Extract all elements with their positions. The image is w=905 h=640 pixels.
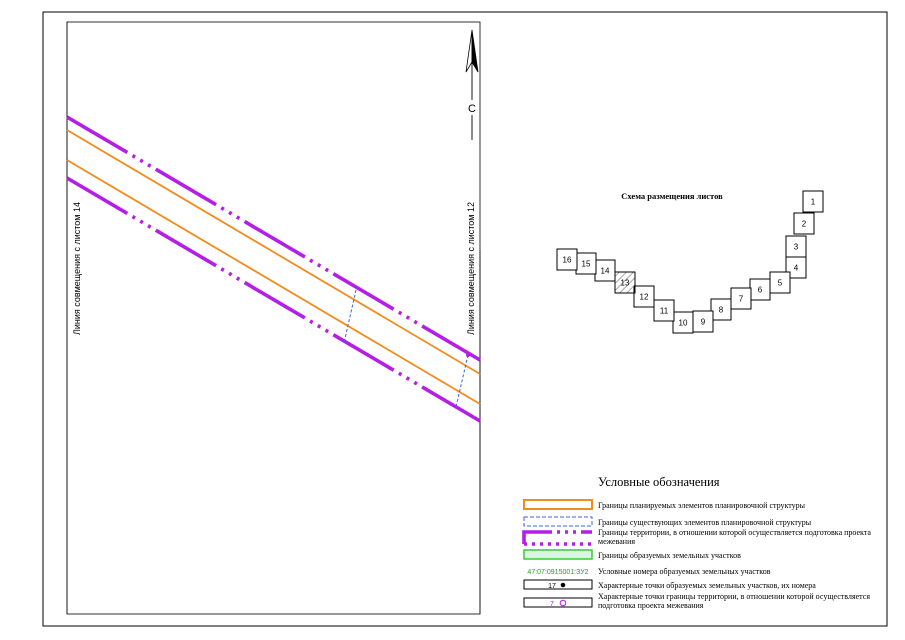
map-area: С Линия совмещения с листом 14 Линия сов… — [66, 21, 481, 615]
existing-boundary-line-2 — [455, 354, 469, 408]
legend-sample-territory-point-number: 7 — [550, 601, 554, 608]
sheet-label-3: 3 — [794, 243, 799, 252]
sheet-label-6: 6 — [758, 286, 763, 295]
legend-item-parcel-number: Условные номера образуемых земельных уча… — [598, 567, 771, 576]
sheet-frame — [42, 11, 888, 627]
legend-swatch-existing — [523, 516, 593, 527]
parcel-point-icon — [560, 582, 566, 588]
sheet-label-16: 16 — [563, 256, 572, 265]
sheet-label-11: 11 — [660, 307, 669, 316]
legend-item-existing: Границы существующих элементов планирово… — [598, 518, 812, 527]
sheet-label-2: 2 — [802, 220, 807, 229]
sheet-label-1: 1 — [811, 198, 816, 207]
sheet-box-1 — [802, 190, 824, 213]
sheet-box-13 — [614, 271, 636, 294]
sheet-layout-scheme: Схема размещения листов 1234567891011121… — [556, 190, 824, 334]
sheet-label-9: 9 — [701, 318, 706, 327]
sheet-label-4: 4 — [794, 264, 799, 273]
sheet-box-11 — [653, 299, 675, 322]
legend-swatch-parcel — [523, 549, 593, 560]
legend-item-planned: Границы планируемых элементов планировоч… — [598, 501, 806, 510]
sheet-label-15: 15 — [582, 260, 591, 269]
map-frame — [66, 21, 481, 615]
scheme-title: Схема размещения листов — [621, 191, 723, 201]
sheet-label-12: 12 — [640, 293, 649, 302]
sheet-box-16 — [556, 248, 578, 271]
planned-boundary-line-bottom — [66, 159, 481, 405]
sheet-label-8: 8 — [719, 306, 724, 315]
legend-item-parcel: Границы образуемых земельных участков — [598, 551, 741, 560]
sheet-label-7: 7 — [739, 295, 744, 304]
legend-swatch-territory — [522, 530, 592, 544]
legend-swatch-parcel-points — [523, 579, 593, 590]
territory-point-marker — [466, 353, 470, 357]
sheet-box-8 — [710, 298, 732, 321]
territory-boundary-line-bottom — [66, 176, 481, 423]
legend-item-territory: Границы территории, в отношении которой … — [598, 529, 871, 546]
territory-boundary-line-top — [66, 115, 481, 362]
legend-swatch-territory-points — [523, 597, 593, 608]
left-match-label: Линия совмещения с листом 14 — [72, 202, 82, 335]
legend-title: Условные обозначения — [598, 475, 720, 489]
legend-item-parcel-points: Характерные точки образуемых земельных у… — [598, 581, 816, 590]
legend-item-territory-points: Характерные точки границы территории, в … — [598, 593, 870, 610]
sheet-label-10: 10 — [679, 319, 688, 328]
legend: Условные обозначения Границы планируемых… — [522, 475, 871, 610]
sheet-box-10 — [672, 311, 694, 334]
territory-point-icon — [559, 599, 567, 607]
sheet-label-5: 5 — [778, 279, 783, 288]
sheet-box-12 — [633, 285, 655, 308]
north-arrow-icon — [465, 29, 479, 140]
existing-boundary-line-1 — [343, 289, 357, 344]
legend-swatch-planned — [523, 499, 593, 510]
legend-sample-parcel-number: 47:07:0915001:ЗУ2 — [527, 569, 588, 576]
sheet-label-13: 13 — [621, 279, 630, 288]
sheet-box-4 — [785, 256, 807, 279]
north-label: С — [468, 103, 476, 115]
planned-boundary-line-top — [66, 129, 481, 375]
right-match-label: Линия совмещения с листом 12 — [466, 202, 476, 335]
sheet-label-14: 14 — [601, 267, 610, 276]
legend-sample-parcel-point-number: 17 — [548, 583, 556, 590]
sheet-box-2 — [793, 212, 815, 235]
